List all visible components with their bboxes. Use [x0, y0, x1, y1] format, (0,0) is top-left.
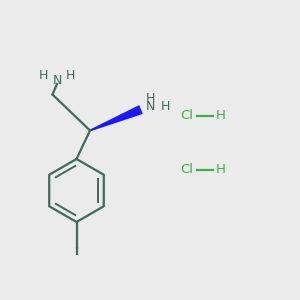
Text: Cl: Cl — [180, 163, 193, 176]
Text: H: H — [145, 92, 155, 105]
Text: H: H — [66, 69, 75, 82]
Text: H: H — [39, 69, 48, 82]
Text: N: N — [52, 74, 62, 88]
Text: N: N — [145, 100, 155, 113]
Polygon shape — [90, 105, 143, 131]
Text: H: H — [160, 100, 170, 113]
Text: H: H — [215, 163, 225, 176]
Text: H: H — [215, 109, 225, 122]
Text: Cl: Cl — [180, 109, 193, 122]
